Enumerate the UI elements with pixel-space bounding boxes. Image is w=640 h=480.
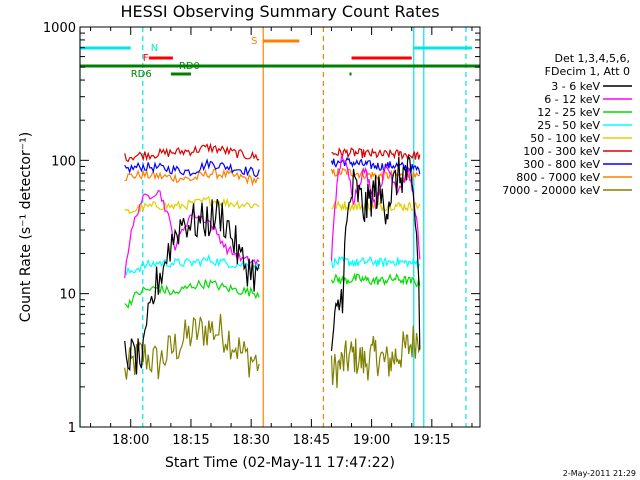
legend-entry-label: 100 - 300 keV (523, 145, 600, 158)
axes: 18:00 18:15 18:30 18:45 19:00 19:15 1 10 100 1000 (43, 21, 480, 448)
legend-header: Det 1,3,4,5,6, (554, 52, 630, 65)
y-tick-label: 100 (51, 154, 76, 169)
legend: Det 1,3,4,5,6,FDecim 1, Att 0 3 - 6 keV6 … (502, 52, 632, 197)
series-line (330, 155, 421, 261)
flag-RD6: RD6 (131, 69, 152, 80)
legend-entry-label: 12 - 25 keV (537, 106, 600, 119)
x-tick-label: 18:00 (112, 433, 149, 448)
observing-flag-markers: NF S RD0 RD6 (79, 27, 480, 427)
series-line (330, 255, 421, 269)
legend-entry-label: 6 - 12 keV (544, 93, 600, 106)
flag-S: S (251, 36, 257, 47)
y-tick-label: 1 (68, 421, 76, 436)
legend-entry-label: 300 - 800 keV (523, 158, 600, 171)
series-line (330, 157, 421, 175)
legend-entry-label: 25 - 50 keV (537, 119, 600, 132)
flag-N: N (151, 43, 158, 54)
x-tick-label: 19:00 (353, 433, 390, 448)
legend-entry-label: 7000 - 20000 keV (502, 184, 600, 197)
legend-header: FDecim 1, Att 0 (545, 65, 630, 78)
series-line (124, 199, 260, 375)
series-line (330, 272, 421, 288)
series-line (124, 195, 260, 215)
x-tick-label: 18:45 (293, 433, 330, 448)
series-line (124, 314, 260, 380)
chart-title: HESSI Observing Summary Count Rates (120, 2, 439, 21)
legend-entry-label: 50 - 100 keV (530, 132, 600, 145)
x-axis-label: Start Time (02-May-11 17:47:22) (165, 455, 395, 471)
y-tick-label: 10 (59, 288, 76, 303)
legend-entry-label: 3 - 6 keV (551, 80, 600, 93)
flag-F: F (143, 53, 149, 64)
series-line (124, 253, 260, 276)
flag-RD0: RD0 (179, 61, 200, 72)
series-line (124, 168, 260, 187)
timestamp: 2-May-2011 21:29 (563, 469, 636, 478)
plot-frame (79, 26, 481, 428)
series-line (124, 278, 260, 309)
legend-entry-label: 800 - 7000 keV (516, 171, 600, 184)
series-layer (124, 142, 421, 389)
series-line (124, 158, 260, 178)
x-tick-label: 18:30 (232, 433, 269, 448)
x-tick-label: 18:15 (172, 433, 209, 448)
series-line (331, 147, 421, 161)
y-axis-label: Count Rate (s⁻¹ detector⁻¹) (18, 132, 34, 322)
series-line (124, 142, 260, 163)
series-line (330, 325, 421, 389)
y-tick-label: 1000 (43, 21, 76, 36)
series-line (330, 155, 421, 351)
x-tick-label: 19:15 (413, 433, 450, 448)
